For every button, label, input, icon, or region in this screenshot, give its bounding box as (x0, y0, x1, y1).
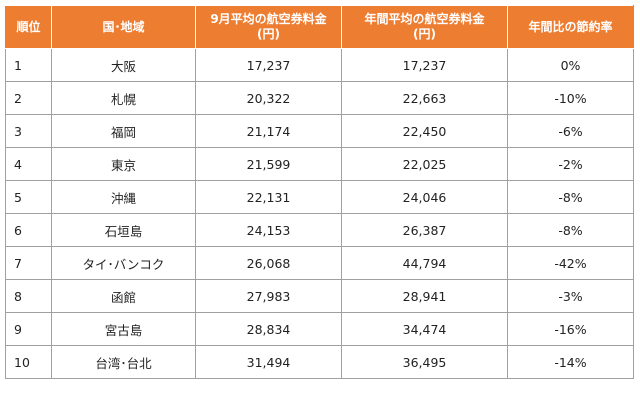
cell-rank: 2 (5, 81, 52, 115)
cell-rank: 8 (5, 279, 52, 313)
cell-september-fare: 22,131 (195, 180, 342, 214)
cell-savings: -16% (507, 312, 634, 346)
cell-savings: -3% (507, 279, 634, 313)
cell-annual-fare: 22,663 (341, 81, 508, 115)
cell-region: 札幌 (51, 81, 196, 115)
table-row: 8 函館 27,983 28,941 -3% (5, 279, 634, 313)
header-region: 国･地域 (51, 5, 196, 49)
cell-annual-fare: 17,237 (341, 48, 508, 82)
cell-annual-fare: 34,474 (341, 312, 508, 346)
table-row: 6 石垣島 24,153 26,387 -8% (5, 213, 634, 247)
cell-savings: -42% (507, 246, 634, 280)
header-annual-fare-line1: 年間平均の航空券料金 (364, 12, 485, 26)
cell-savings: -14% (507, 345, 634, 379)
cell-september-fare: 31,494 (195, 345, 342, 379)
header-september-fare-line1: 9月平均の航空券料金 (210, 12, 327, 26)
cell-region: 大阪 (51, 48, 196, 82)
header-september-fare-line2: (円) (257, 27, 280, 41)
cell-region: 福岡 (51, 114, 196, 148)
header-savings: 年間比の節約率 (507, 5, 634, 49)
cell-annual-fare: 36,495 (341, 345, 508, 379)
cell-rank: 7 (5, 246, 52, 280)
cell-rank: 1 (5, 48, 52, 82)
cell-september-fare: 20,322 (195, 81, 342, 115)
cell-region: 石垣島 (51, 213, 196, 247)
table-row: 4 東京 21,599 22,025 -2% (5, 147, 634, 181)
cell-savings: -6% (507, 114, 634, 148)
cell-annual-fare: 22,450 (341, 114, 508, 148)
cell-rank: 4 (5, 147, 52, 181)
cell-rank: 10 (5, 345, 52, 379)
table-row: 3 福岡 21,174 22,450 -6% (5, 114, 634, 148)
table-row: 7 タイ･バンコク 26,068 44,794 -42% (5, 246, 634, 280)
cell-annual-fare: 28,941 (341, 279, 508, 313)
cell-annual-fare: 22,025 (341, 147, 508, 181)
cell-region: 沖縄 (51, 180, 196, 214)
header-row: 順位 国･地域 9月平均の航空券料金 (円) 年間平均の航空券料金 (円) 年間… (5, 5, 634, 49)
cell-region: 東京 (51, 147, 196, 181)
fare-ranking-table: 順位 国･地域 9月平均の航空券料金 (円) 年間平均の航空券料金 (円) 年間… (5, 5, 634, 379)
table-row: 2 札幌 20,322 22,663 -10% (5, 81, 634, 115)
cell-savings: -8% (507, 180, 634, 214)
cell-september-fare: 24,153 (195, 213, 342, 247)
cell-rank: 9 (5, 312, 52, 346)
cell-savings: -8% (507, 213, 634, 247)
header-annual-fare: 年間平均の航空券料金 (円) (341, 5, 508, 49)
cell-september-fare: 17,237 (195, 48, 342, 82)
cell-savings: -2% (507, 147, 634, 181)
cell-region: 函館 (51, 279, 196, 313)
cell-annual-fare: 44,794 (341, 246, 508, 280)
table-row: 5 沖縄 22,131 24,046 -8% (5, 180, 634, 214)
cell-savings: 0% (507, 48, 634, 82)
cell-region: 宮古島 (51, 312, 196, 346)
table-row: 9 宮古島 28,834 34,474 -16% (5, 312, 634, 346)
cell-september-fare: 28,834 (195, 312, 342, 346)
cell-annual-fare: 26,387 (341, 213, 508, 247)
table-row: 10 台湾･台北 31,494 36,495 -14% (5, 345, 634, 379)
cell-rank: 3 (5, 114, 52, 148)
cell-september-fare: 26,068 (195, 246, 342, 280)
cell-rank: 6 (5, 213, 52, 247)
cell-september-fare: 21,599 (195, 147, 342, 181)
cell-savings: -10% (507, 81, 634, 115)
table-body: 1 大阪 17,237 17,237 0% 2 札幌 20,322 22,663… (5, 48, 634, 379)
cell-region: タイ･バンコク (51, 246, 196, 280)
cell-annual-fare: 24,046 (341, 180, 508, 214)
cell-september-fare: 27,983 (195, 279, 342, 313)
header-annual-fare-line2: (円) (413, 27, 436, 41)
table-header: 順位 国･地域 9月平均の航空券料金 (円) 年間平均の航空券料金 (円) 年間… (5, 5, 634, 49)
header-rank: 順位 (5, 5, 52, 49)
header-september-fare: 9月平均の航空券料金 (円) (195, 5, 342, 49)
cell-region: 台湾･台北 (51, 345, 196, 379)
cell-rank: 5 (5, 180, 52, 214)
table-row: 1 大阪 17,237 17,237 0% (5, 48, 634, 82)
cell-september-fare: 21,174 (195, 114, 342, 148)
fare-ranking-table-container: 順位 国･地域 9月平均の航空券料金 (円) 年間平均の航空券料金 (円) 年間… (5, 5, 634, 379)
